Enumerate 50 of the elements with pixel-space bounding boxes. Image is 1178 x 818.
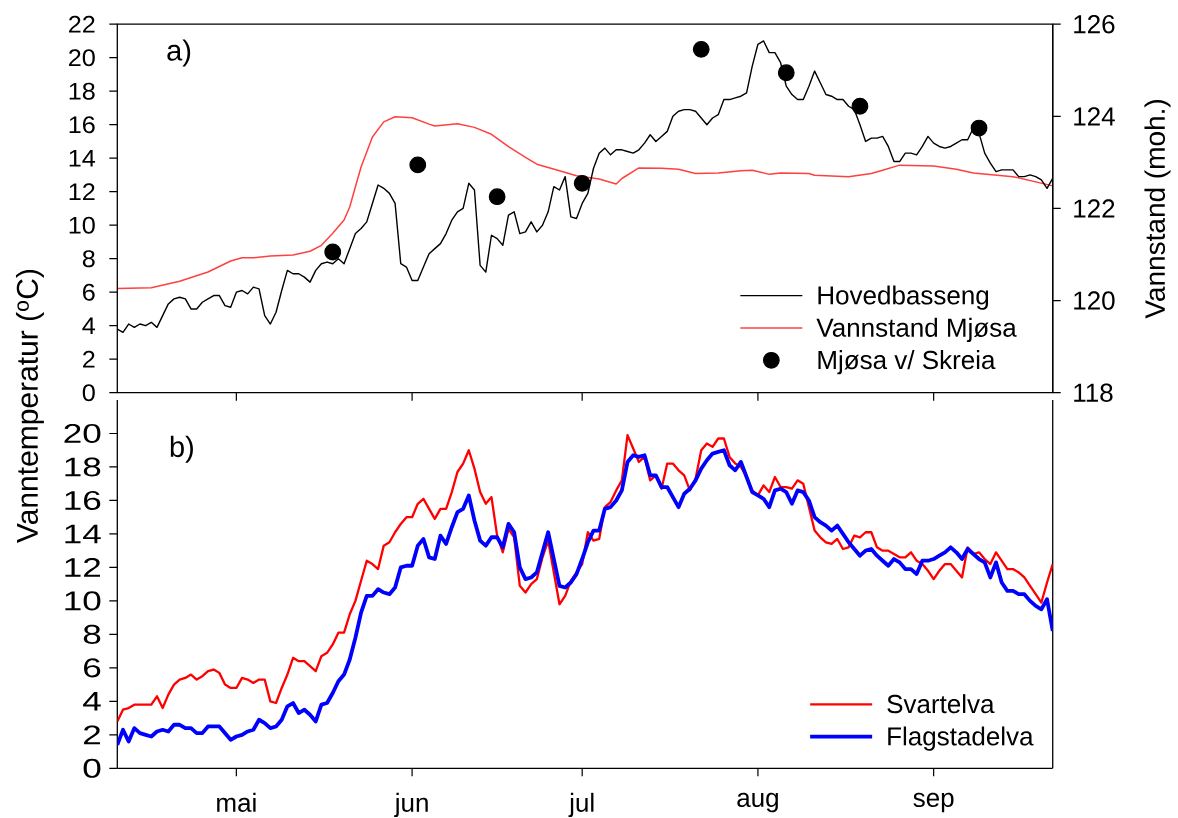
- point: [970, 119, 988, 137]
- y-tick-label: 0: [83, 758, 101, 778]
- y-tick-label: 18: [65, 457, 101, 477]
- y2-tick-label: 124: [1074, 107, 1115, 126]
- legend-label: Svartelva: [887, 694, 995, 714]
- y-tick-label: 16: [65, 490, 101, 510]
- y-tick-label: 20: [69, 49, 95, 67]
- y-tick-label: 22: [69, 15, 95, 33]
- y-tick-label: 14: [69, 149, 96, 167]
- y2-tick-label: 122: [1074, 199, 1115, 218]
- x-tick-label: jun: [394, 792, 428, 818]
- y-tick-label: 12: [69, 183, 95, 201]
- point: [573, 174, 591, 192]
- point: [777, 64, 795, 82]
- y-tick-label: 6: [84, 658, 101, 678]
- x-tick-label: sep: [913, 792, 954, 813]
- y-axis-title: Vanntemperatur ($^{o}$C): [15, 269, 44, 543]
- point: [692, 40, 710, 58]
- point: [488, 188, 506, 206]
- point: [324, 243, 342, 261]
- y-tick-label: 2: [84, 725, 101, 745]
- y-tick-label: 18: [69, 82, 95, 100]
- y-tick-label: 4: [83, 692, 101, 711]
- y-tick-label: 4: [82, 317, 96, 334]
- y-tick-label: 20: [64, 423, 101, 444]
- point: [851, 97, 869, 115]
- y2-tick-label: 126: [1074, 14, 1115, 34]
- legend-label: Hovedbasseng: [818, 285, 989, 310]
- x-tick-label: mai: [217, 792, 256, 812]
- point: [409, 156, 427, 174]
- annotation: a): [167, 39, 191, 67]
- y-tick-label: 14: [65, 524, 101, 544]
- x-tick-label: aug: [737, 792, 778, 813]
- y2-tick-label: 118: [1074, 383, 1113, 402]
- legend-label: Flagstadelva: [888, 726, 1034, 751]
- y-tick-label: 8: [83, 624, 101, 644]
- y2-axis-title: Vannstand (moh.): [1144, 99, 1171, 319]
- y-tick-label: 2: [83, 350, 95, 368]
- legend-label: Mjøsa v/ Skreia: [818, 350, 996, 375]
- y-tick-label: 6: [83, 283, 95, 301]
- y-tick-label: 16: [69, 116, 95, 134]
- y2-tick-label: 120: [1074, 291, 1115, 310]
- y-tick-label: 10: [65, 591, 101, 611]
- annotation: b): [170, 435, 193, 463]
- y-tick-label: 10: [69, 216, 95, 234]
- y-tick-label: 8: [82, 250, 95, 268]
- legend-label: Vannstand Mjøsa: [816, 317, 1017, 343]
- y-tick-label: 0: [82, 384, 95, 402]
- x-tick-label: jul: [568, 792, 594, 818]
- y-tick-label: 12: [65, 557, 100, 577]
